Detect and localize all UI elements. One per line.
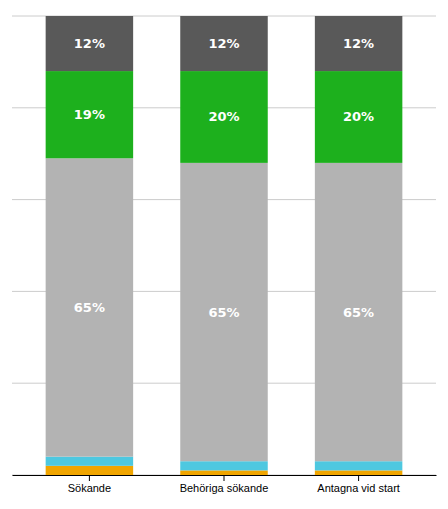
data-label: 65% [208,305,239,320]
data-label: 12% [74,36,105,51]
plot: 65% 65% 65% 19% 20% 20% 12% 12% 12% Sökande Behöri… [12,16,437,494]
series [46,71,403,163]
data-label: 20% [208,109,239,124]
data-label: 65% [74,300,105,315]
chart-container: 65% 65% 65% 19% 20% 20% 12% 12% 12% Sökande Behöri… [0,0,448,509]
bar-segment [180,16,267,71]
bar-segment [315,470,402,475]
data-label: 12% [208,36,239,51]
bar-segment [315,163,402,461]
bar-segment [46,457,133,466]
data-label: 65% [343,305,374,320]
data-label: 20% [343,109,374,124]
bar-segment [315,461,402,470]
series [46,16,403,71]
tick-mark [89,475,90,481]
grid [12,16,436,475]
tick-label: Antagna vid start [317,482,400,494]
bar-segment [315,16,402,71]
data-labels: 65% 65% 65% 19% 20% 20% 12% 12% 12% [74,36,374,320]
bar-segment [46,466,133,475]
tick-label: Behöriga sökande [180,482,269,494]
x-axis: Sökande Behöriga sökande Antagna vid start [13,475,437,494]
tick-mark [224,475,225,481]
chart-svg: 65% 65% 65% 19% 20% 20% 12% 12% 12% Sökande Behöri… [0,0,448,509]
data-label: 19% [74,107,105,122]
bar-segment [315,71,402,163]
bars [46,16,403,475]
tick-label: Sökande [68,482,111,494]
series [46,158,403,461]
bar-segment [46,158,133,456]
tick: Antagna vid start [317,475,400,494]
tick: Behöriga sökande [180,475,269,494]
bar-segment [46,16,133,71]
bar-segment [180,461,267,470]
bar-segment [180,71,267,163]
bar-segment [180,470,267,475]
tick: Sökande [68,475,111,494]
tick-mark [358,475,359,481]
bar-segment [46,71,133,158]
bar-segment [180,163,267,461]
data-label: 12% [343,36,374,51]
